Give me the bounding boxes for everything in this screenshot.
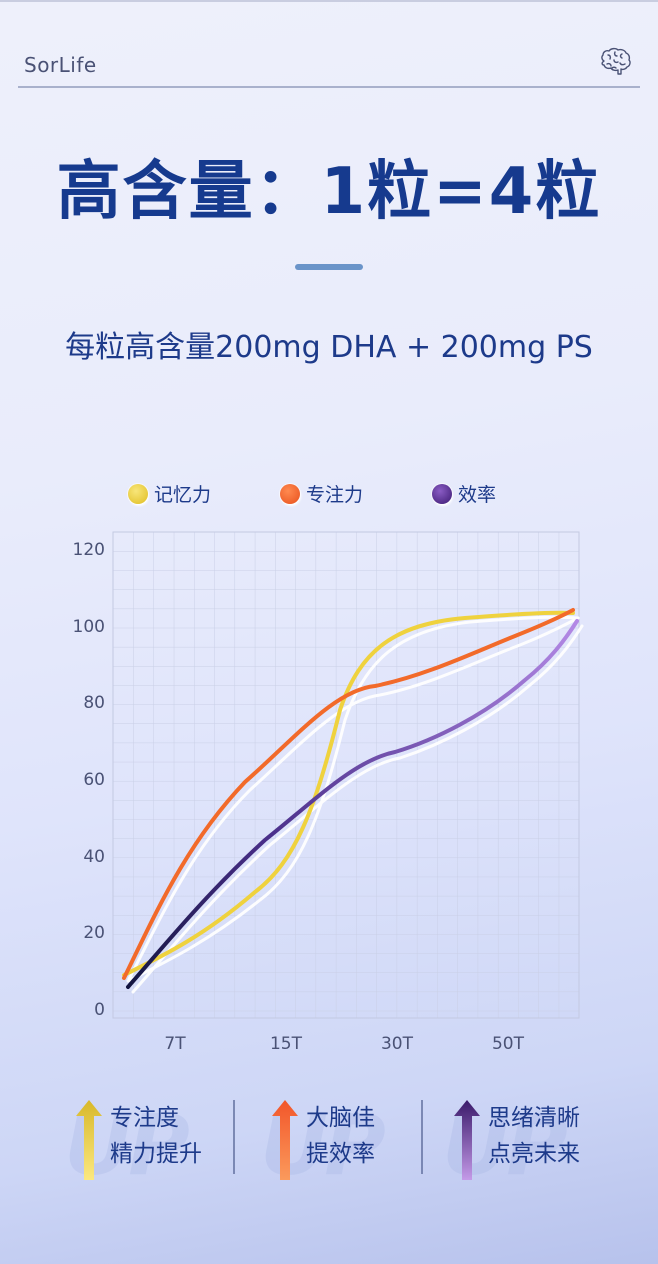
brain-icon [601, 47, 631, 75]
feature-line1: 大脑佳 [306, 1105, 375, 1131]
header-divider [18, 86, 640, 88]
legend-label: 专注力 [306, 484, 364, 506]
chart-legend: 记忆力 专注力 效率 [128, 480, 548, 510]
feature-text: 思绪清晰 点亮未来 [488, 1100, 580, 1172]
header: SorLife [18, 44, 640, 88]
feature-focus: UP 专注度 精力提升 [50, 1090, 220, 1194]
feature-line2: 点亮未来 [488, 1141, 580, 1167]
series-line-focus [122, 608, 575, 980]
up-arrow-icon [454, 1100, 480, 1180]
y-tick: 80 [83, 693, 105, 713]
legend-label: 效率 [458, 484, 497, 506]
feature-brain: UP 大脑佳 提效率 [246, 1090, 416, 1194]
y-tick: 60 [83, 770, 105, 790]
feature-highlights: UP 专注度 精力提升 UP 大脑佳 提效率 UP 思绪清晰 点亮未来 [50, 1090, 610, 1194]
line-chart: 120 100 80 60 40 20 0 [0, 520, 658, 1080]
title-accent-bar [295, 264, 363, 270]
page-subtitle: 每粒高含量200mg DHA + 200mg PS [65, 330, 593, 365]
feature-text: 大脑佳 提效率 [306, 1100, 375, 1172]
feature-line2: 提效率 [306, 1141, 375, 1167]
x-tick: 7T [164, 1034, 186, 1054]
y-tick: 120 [72, 540, 105, 560]
legend-item-focus: 专注力 [280, 480, 363, 507]
legend-label: 记忆力 [154, 484, 212, 506]
y-tick: 40 [83, 847, 105, 867]
up-arrow-icon [76, 1100, 102, 1180]
series-line-efficiency [126, 619, 579, 989]
series-line-memory [122, 610, 575, 977]
y-tick: 100 [72, 617, 105, 637]
feature-line2: 精力提升 [110, 1141, 202, 1167]
legend-dot-memory-icon [128, 483, 148, 504]
legend-item-memory: 记忆力 [128, 480, 211, 507]
y-tick: 20 [83, 923, 105, 943]
feature-divider [233, 1100, 235, 1174]
top-border [0, 0, 658, 2]
up-arrow-icon [272, 1100, 298, 1180]
brand-logo: SorLife [24, 53, 97, 77]
page-title: 高含量：1粒=4粒 [56, 155, 602, 229]
feature-divider [421, 1100, 423, 1174]
legend-item-efficiency: 效率 [432, 480, 496, 507]
feature-line1: 专注度 [110, 1105, 179, 1131]
x-tick: 15T [269, 1034, 303, 1054]
feature-line1: 思绪清晰 [488, 1105, 580, 1131]
legend-dot-focus-icon [280, 483, 300, 504]
feature-clarity: UP 思绪清晰 点亮未来 [428, 1090, 598, 1194]
feature-text: 专注度 精力提升 [110, 1100, 202, 1172]
chart-plot-area [112, 531, 584, 1019]
x-tick: 30T [380, 1034, 414, 1054]
y-tick: 0 [94, 1000, 105, 1020]
x-tick: 50T [491, 1034, 525, 1054]
legend-dot-efficiency-icon [432, 483, 452, 504]
